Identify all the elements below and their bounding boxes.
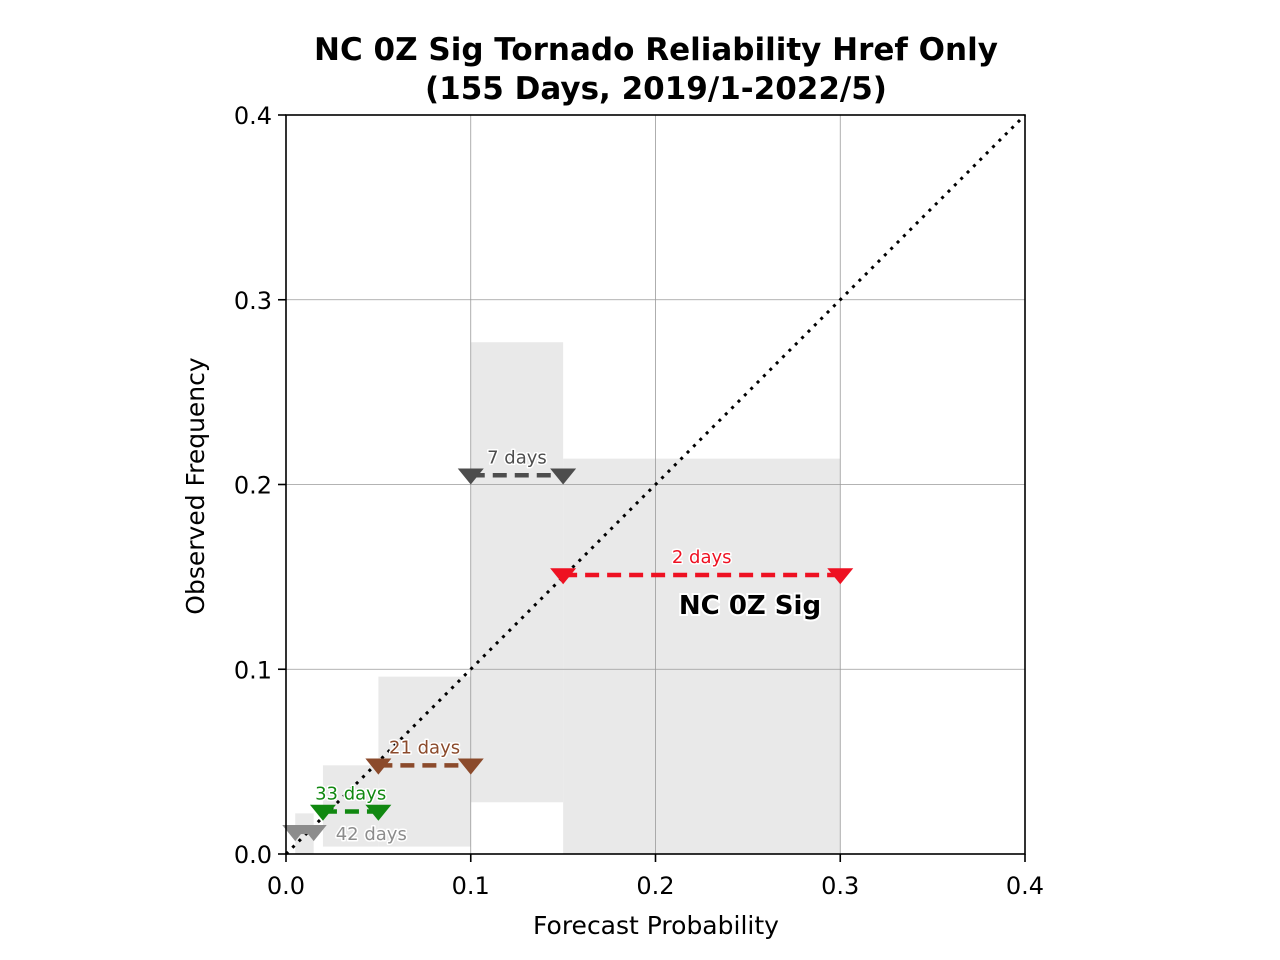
bin-days-label-4: 2 days	[672, 547, 732, 568]
bin-marker-low-4	[550, 568, 577, 585]
uncertainty-band-2	[378, 676, 471, 847]
chart-title-line-1: NC 0Z Sig Tornado Reliability Href Only	[314, 32, 998, 68]
x-tick-label-0: 0.0	[267, 872, 305, 900]
bin-marker-low-2	[365, 758, 392, 775]
uncertainty-band-3	[470, 342, 564, 803]
y-tick-label-3: 0.3	[234, 287, 272, 315]
uncertainty-bands	[295, 342, 841, 854]
bin-days-label-0: 42 days	[336, 824, 407, 845]
x-tick-label-3: 0.3	[821, 872, 859, 900]
y-tick-label-0: 0.0	[234, 841, 272, 869]
x-tick-label-2: 0.2	[636, 872, 674, 900]
y-tick-label-2: 0.2	[234, 472, 272, 500]
bin-days-label-2: 21 days	[389, 737, 460, 758]
x-tick-label-1: 0.1	[452, 872, 490, 900]
bin-marker-high-1	[365, 804, 392, 821]
series-label: NC 0Z Sig	[679, 591, 821, 621]
y-tick-label-4: 0.4	[234, 102, 272, 130]
uncertainty-band-4	[563, 458, 841, 854]
y-tick-label-1: 0.1	[234, 656, 272, 684]
bin-marker-high-2	[457, 758, 484, 775]
x-axis-ticks: 0.0 0.1 0.2 0.3 0.4	[267, 854, 1044, 900]
bin-marker-high-4	[827, 568, 854, 585]
chart-title-line-2: (155 Days, 2019/1-2022/5)	[425, 71, 887, 107]
bin-marker-high-0	[300, 825, 327, 842]
reliability-series: 42 days 33 days 21 days 7 days 2 days	[282, 446, 854, 846]
x-axis-label: Forecast Probability	[533, 911, 779, 940]
perfect-reliability-line	[284, 113, 1027, 856]
bin-marker-low-0	[282, 825, 309, 842]
bin-marker-low-3	[457, 468, 484, 485]
bin-marker-low-1	[309, 804, 336, 821]
y-axis-ticks: 0.0 0.1 0.2 0.3 0.4	[234, 102, 286, 869]
y-axis-label: Observed Frequency	[181, 357, 210, 615]
x-tick-label-4: 0.4	[1006, 872, 1044, 900]
bin-marker-high-3	[550, 468, 577, 485]
bin-days-label-1: 33 days	[315, 784, 386, 805]
bin-days-label-3: 7 days	[487, 447, 547, 468]
